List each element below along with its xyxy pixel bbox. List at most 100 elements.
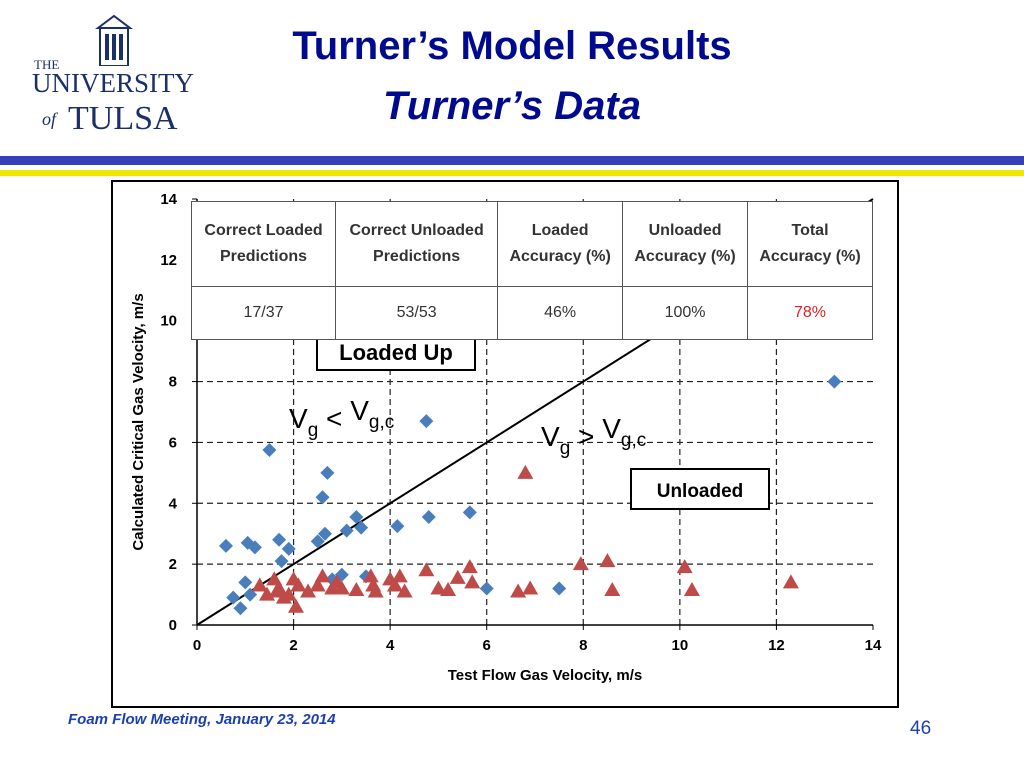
slide-title: Turner’s Model Results — [292, 24, 732, 68]
table-header: Correct Unloaded Predictions — [335, 201, 499, 287]
logo-tulsa: TULSA — [68, 100, 178, 137]
data-point-triangle — [604, 582, 621, 597]
data-point-diamond — [552, 581, 567, 596]
data-point-diamond — [226, 590, 241, 605]
logo-of: of — [42, 109, 57, 129]
loaded-up-label: Loaded Up — [339, 340, 453, 365]
formula-text: V — [541, 421, 560, 452]
data-point-triangle — [391, 568, 408, 583]
data-point-triangle — [309, 577, 326, 592]
tick-labels: 0 2 4 6 8 10 12 14 0 2 4 6 8 10 12 14 Test Flow Gas Velo… — [130, 191, 882, 684]
data-point-triangle — [348, 582, 365, 597]
table-header-row: Correct Loaded Predictions Correct Unload… — [190, 201, 873, 287]
data-point-triangle — [430, 580, 447, 595]
y-tick-label: 2 — [169, 556, 177, 573]
data-point-diamond — [272, 532, 287, 547]
x-tick-label: 2 — [289, 637, 297, 654]
chart-frame: 0 2 4 6 8 10 12 14 0 2 4 6 8 10 12 14 Test Flow Gas Velo… — [111, 180, 899, 708]
data-point-diamond — [827, 374, 842, 389]
data-point-diamond — [247, 540, 262, 555]
data-point-diamond — [238, 575, 253, 590]
data-point-triangle — [782, 574, 799, 589]
formula-subscript: g,c — [369, 412, 394, 433]
data-point-diamond — [419, 414, 434, 429]
logo-university: UNIVERSITY — [32, 68, 194, 98]
university-logo: THE UNIVERSITY of TULSA — [30, 14, 194, 144]
data-point-triangle — [251, 577, 268, 592]
data-point-diamond — [421, 509, 436, 524]
table-header: Loaded Accuracy (%) — [497, 201, 624, 287]
table-cell-total: 78% — [747, 286, 873, 340]
page-number: 46 — [910, 718, 932, 739]
slide-subtitle: Turner’s Data — [383, 84, 641, 128]
region-right-formula: Vg > Vg,c — [541, 413, 646, 459]
title-rule-yellow — [0, 170, 1024, 176]
logo-the: THE — [34, 57, 60, 72]
formula-text: V — [602, 413, 621, 444]
y-tick-label: 0 — [169, 617, 177, 634]
data-point-triangle — [572, 556, 589, 571]
formula-text: > — [570, 421, 602, 452]
data-point-triangle — [386, 577, 403, 592]
data-point-diamond — [274, 554, 289, 569]
table-cell: 46% — [497, 286, 624, 340]
y-tick-label: 10 — [160, 313, 177, 330]
unloaded-label: Unloaded — [657, 481, 744, 502]
data-point-diamond — [349, 509, 364, 524]
data-point-triangle — [271, 580, 288, 595]
table-cell: 100% — [622, 286, 749, 340]
data-point-triangle — [287, 598, 304, 613]
data-point-triangle — [280, 586, 297, 601]
data-point-triangle — [676, 559, 693, 574]
data-point-diamond — [462, 505, 477, 520]
table-header: Total Accuracy (%) — [747, 201, 873, 287]
scatter-chart: 0 2 4 6 8 10 12 14 0 2 4 6 8 10 12 14 Test Flow Gas Velo… — [130, 191, 882, 684]
formula-subscript: g — [308, 420, 319, 441]
data-point-triangle — [440, 582, 457, 597]
data-point-triangle — [510, 583, 527, 598]
data-points — [218, 374, 842, 616]
data-point-diamond — [243, 587, 258, 602]
x-tick-label: 14 — [865, 637, 882, 654]
data-point-triangle — [522, 580, 539, 595]
data-point-triangle — [461, 559, 478, 574]
data-point-diamond — [281, 541, 296, 556]
formula-text: V — [289, 403, 308, 434]
accuracy-table: Correct Loaded Predictions Correct Unload… — [190, 201, 873, 340]
data-point-triangle — [333, 580, 350, 595]
data-point-triangle — [266, 571, 283, 586]
table-cell: 53/53 — [335, 286, 499, 340]
data-point-diamond — [320, 465, 335, 480]
data-point-triangle — [367, 583, 384, 598]
data-point-triangle — [300, 583, 317, 598]
tower-icon — [95, 14, 133, 66]
x-tick-label: 10 — [672, 637, 689, 654]
data-point-triangle — [396, 583, 413, 598]
y-tick-label: 6 — [169, 434, 177, 451]
data-point-diamond — [262, 443, 277, 458]
x-tick-label: 4 — [386, 637, 395, 654]
data-point-diamond — [317, 526, 332, 541]
unloaded-box — [630, 468, 770, 510]
data-point-triangle — [517, 464, 534, 479]
data-point-diamond — [339, 523, 354, 538]
data-point-diamond — [479, 581, 494, 596]
x-axis-title: Test Flow Gas Velocity, m/s — [448, 667, 643, 684]
data-point-diamond — [240, 535, 255, 550]
x-tick-label: 6 — [483, 637, 491, 654]
data-point-triangle — [683, 582, 700, 597]
data-point-diamond — [315, 490, 330, 505]
title-rule-blue — [0, 156, 1024, 165]
formula-text: < — [318, 403, 350, 434]
x-tick-label: 12 — [768, 637, 785, 654]
data-point-triangle — [464, 574, 481, 589]
formula-subscript: g,c — [621, 430, 646, 451]
formula-subscript: g — [560, 438, 571, 459]
data-point-diamond — [310, 534, 325, 549]
x-tick-label: 0 — [193, 637, 201, 654]
data-point-triangle — [599, 553, 616, 568]
data-point-triangle — [418, 562, 435, 577]
table-header: Unloaded Accuracy (%) — [622, 201, 749, 287]
data-point-diamond — [233, 601, 248, 616]
